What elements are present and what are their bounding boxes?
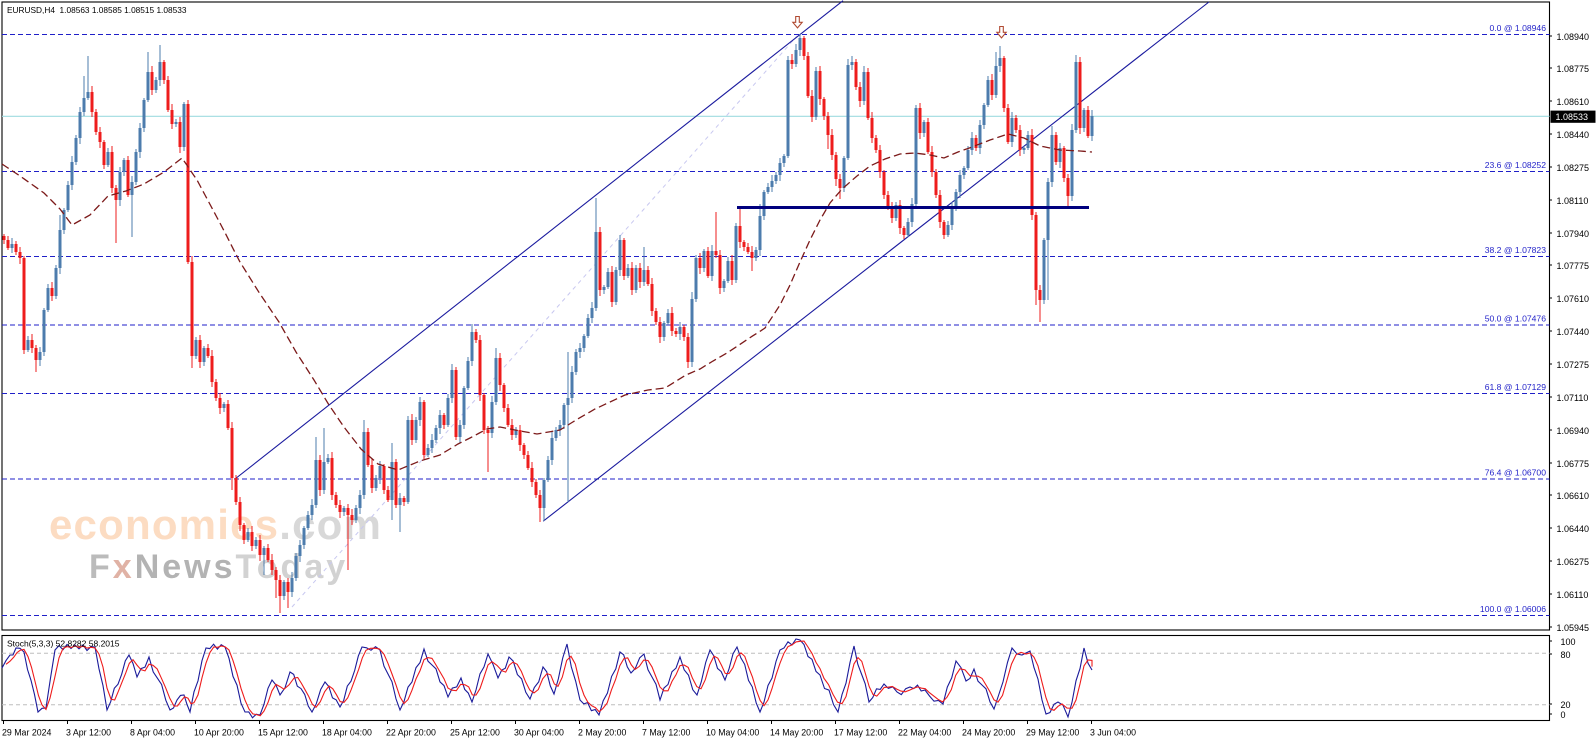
svg-text:1.08775: 1.08775: [1557, 64, 1590, 74]
svg-text:100.0 @ 1.06006: 100.0 @ 1.06006: [1480, 604, 1546, 614]
svg-text:22 Apr 20:00: 22 Apr 20:00: [386, 728, 436, 738]
svg-text:1.06110: 1.06110: [1557, 590, 1589, 600]
svg-text:1.08275: 1.08275: [1557, 163, 1590, 173]
svg-text:10 Apr 20:00: 10 Apr 20:00: [194, 728, 244, 738]
svg-text:1.08940: 1.08940: [1557, 32, 1590, 42]
svg-text:10 May 04:00: 10 May 04:00: [706, 728, 759, 738]
svg-text:50.0 @ 1.07476: 50.0 @ 1.07476: [1485, 314, 1547, 324]
svg-text:FxNewsToday: FxNewsToday: [89, 548, 348, 586]
svg-text:38.2 @ 1.07823: 38.2 @ 1.07823: [1485, 245, 1547, 255]
svg-text:8 Apr 04:00: 8 Apr 04:00: [130, 728, 175, 738]
svg-text:7 May 12:00: 7 May 12:00: [642, 728, 691, 738]
svg-text:1.07940: 1.07940: [1557, 229, 1590, 239]
svg-text:22 May 04:00: 22 May 04:00: [898, 728, 951, 738]
svg-text:30 Apr 04:00: 30 Apr 04:00: [514, 728, 564, 738]
svg-text:14 May 20:00: 14 May 20:00: [770, 728, 823, 738]
svg-text:1.06440: 1.06440: [1557, 524, 1590, 534]
svg-text:18 Apr 04:00: 18 Apr 04:00: [322, 728, 372, 738]
svg-text:economies.com: economies.com: [49, 501, 382, 548]
svg-text:3 Jun 04:00: 3 Jun 04:00: [1090, 728, 1136, 738]
svg-text:1.07110: 1.07110: [1557, 393, 1589, 403]
svg-text:80: 80: [1561, 650, 1571, 660]
svg-text:20: 20: [1561, 700, 1571, 710]
svg-text:1.08110: 1.08110: [1557, 196, 1589, 206]
svg-text:EURUSD,H4 1.08563 1.08585 1.0: EURUSD,H4 1.08563 1.08585 1.08515 1.0853…: [7, 5, 187, 15]
svg-text:1.08610: 1.08610: [1557, 97, 1590, 107]
svg-text:0: 0: [1561, 710, 1566, 720]
svg-text:3 Apr 12:00: 3 Apr 12:00: [66, 728, 111, 738]
svg-text:29 May 12:00: 29 May 12:00: [1026, 728, 1079, 738]
svg-text:1.06775: 1.06775: [1557, 459, 1590, 469]
svg-text:76.4 @ 1.06700: 76.4 @ 1.06700: [1485, 468, 1547, 478]
svg-text:Stoch(5,3,3) 52.8282 58.2015: Stoch(5,3,3) 52.8282 58.2015: [7, 639, 120, 649]
svg-text:1.07440: 1.07440: [1557, 327, 1590, 337]
svg-text:61.8 @ 1.07129: 61.8 @ 1.07129: [1485, 382, 1547, 392]
svg-text:1.05945: 1.05945: [1557, 623, 1590, 633]
svg-text:0.0 @ 1.08946: 0.0 @ 1.08946: [1489, 23, 1546, 33]
svg-text:1.07775: 1.07775: [1557, 261, 1590, 271]
svg-text:15 Apr 12:00: 15 Apr 12:00: [258, 728, 308, 738]
svg-text:1.07610: 1.07610: [1557, 294, 1590, 304]
svg-text:100: 100: [1561, 637, 1576, 647]
svg-text:2 May 20:00: 2 May 20:00: [578, 728, 627, 738]
svg-text:1.06275: 1.06275: [1557, 557, 1590, 567]
svg-text:1.08440: 1.08440: [1557, 130, 1590, 140]
svg-text:1.08533: 1.08533: [1556, 112, 1589, 122]
svg-text:17 May 12:00: 17 May 12:00: [834, 728, 887, 738]
svg-text:29 Mar 2024: 29 Mar 2024: [2, 728, 51, 738]
svg-text:1.07275: 1.07275: [1557, 360, 1590, 370]
svg-text:23.6 @ 1.08252: 23.6 @ 1.08252: [1485, 160, 1547, 170]
svg-text:1.06940: 1.06940: [1557, 426, 1590, 436]
svg-text:25 Apr 12:00: 25 Apr 12:00: [450, 728, 500, 738]
svg-text:1.06610: 1.06610: [1557, 491, 1590, 501]
svg-text:24 May 20:00: 24 May 20:00: [962, 728, 1015, 738]
